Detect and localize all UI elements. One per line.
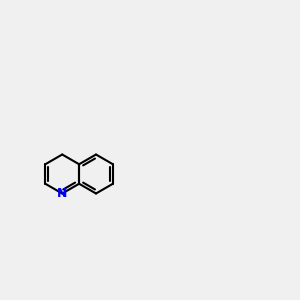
Text: N: N <box>57 187 68 200</box>
